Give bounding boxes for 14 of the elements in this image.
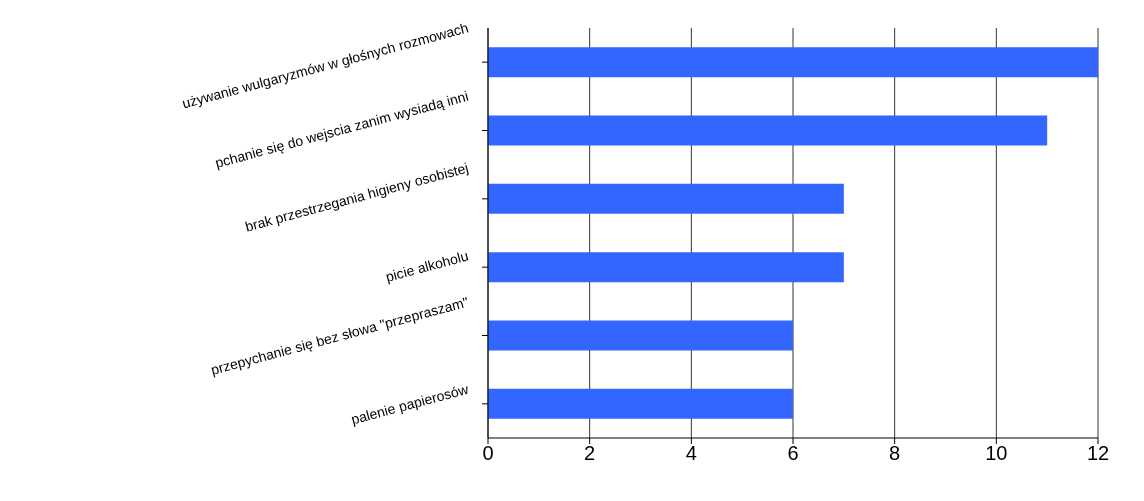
y-tick-label: picie alkoholu — [383, 247, 471, 285]
bar — [488, 183, 844, 214]
x-tick-label: 4 — [685, 442, 697, 465]
bar — [488, 47, 1098, 78]
bar — [488, 388, 793, 419]
x-tick-label: 10 — [985, 442, 1008, 465]
x-tick-label: 6 — [787, 442, 799, 465]
bar — [488, 115, 1048, 146]
bar — [488, 252, 844, 283]
bar — [488, 320, 793, 351]
x-tick-label: 2 — [584, 442, 596, 465]
x-tick-label: 12 — [1086, 442, 1110, 465]
x-tick-label: 8 — [889, 442, 901, 465]
x-tick-label: 0 — [482, 442, 494, 465]
